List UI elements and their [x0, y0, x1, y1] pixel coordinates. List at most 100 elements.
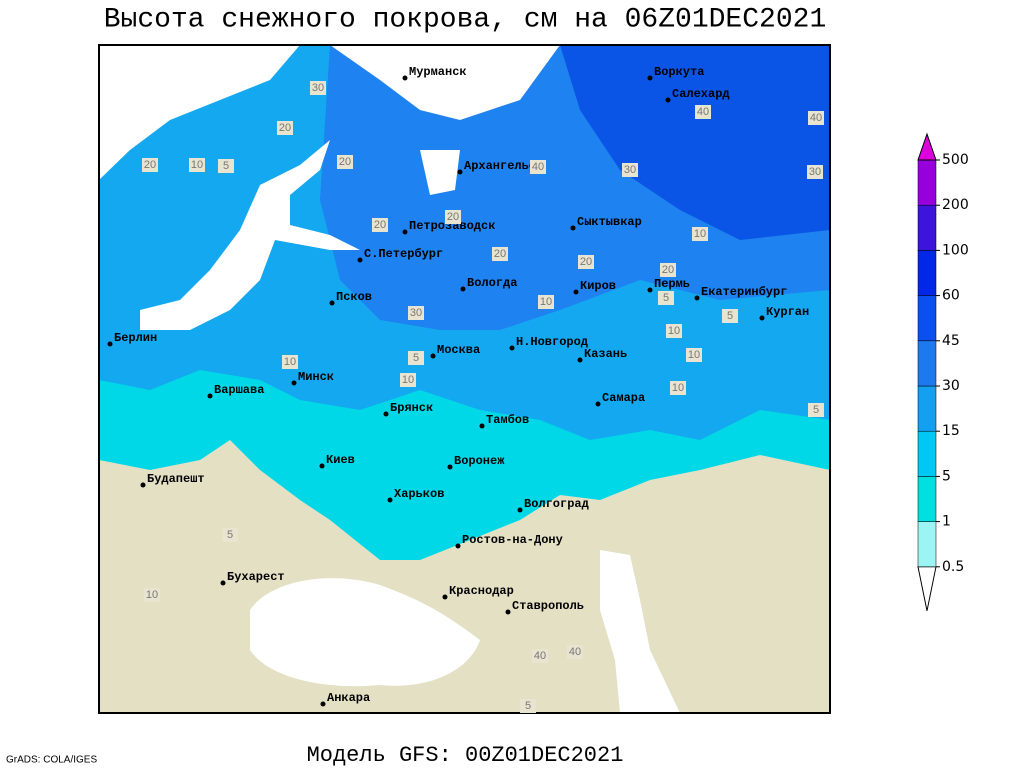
city-dot: [647, 75, 653, 81]
contour-label: 30: [809, 166, 821, 178]
colorbar-bin: [917, 385, 937, 432]
contour-label-box: [808, 403, 824, 417]
contour-label: 20: [580, 256, 592, 268]
colorbar-label: 1: [942, 514, 951, 530]
contour-label: 30: [624, 164, 636, 176]
contour-label-box: [310, 81, 326, 95]
white-sea: [420, 150, 460, 195]
city-layer: Мурманск Воркута Салехард Архангельск Сыктыв…: [107, 65, 809, 707]
city-dot: [573, 289, 579, 295]
model-caption: Модель GFS: 00Z01DEC2021: [307, 743, 624, 768]
city-label: Вологда: [467, 276, 517, 290]
contour-label: 10: [191, 159, 203, 171]
city-dot: [402, 229, 408, 235]
contour-label-box: [372, 218, 388, 232]
city-dot: [140, 482, 146, 488]
contour-label-box: [622, 163, 638, 177]
contour-label-box: [189, 158, 205, 172]
city-label: Берлин: [114, 331, 157, 345]
colorbar-label: 100: [942, 242, 969, 258]
city-label: Н.Новгород: [516, 335, 588, 349]
city-label: Ростов-на-Дону: [462, 533, 563, 547]
contour-label-box: [807, 165, 823, 179]
city-label: Самара: [602, 391, 645, 405]
arctic-sea: [99, 45, 300, 180]
city-dot: [220, 580, 226, 586]
contour-label: 10: [688, 349, 700, 361]
city-dot: [595, 401, 601, 407]
contour-label-box: [144, 588, 160, 602]
contour-label: 20: [339, 156, 351, 168]
city-dot: [694, 295, 700, 301]
city-label: Краснодар: [449, 584, 514, 598]
colorbar-bin: [917, 340, 937, 387]
colorbar-bin: [917, 250, 937, 296]
contour-label-box: [538, 295, 554, 309]
city-dot: [291, 380, 297, 386]
contour-label: 40: [532, 161, 544, 173]
contour-label: 40: [810, 112, 822, 124]
colorbar-bin: [917, 159, 937, 206]
contour-label: 10: [284, 356, 296, 368]
city-dot: [509, 345, 515, 351]
contour-label-box: [408, 351, 424, 365]
contour-label: 5: [663, 292, 669, 304]
city-label: Пермь: [654, 277, 690, 291]
city-label: Волгоград: [524, 497, 589, 511]
city-label: Киров: [580, 279, 616, 293]
city-label: Архангельск: [464, 159, 543, 173]
contour-label: 5: [727, 310, 733, 322]
contour-label-box: [695, 105, 711, 119]
city-label: Петрозаводск: [409, 219, 495, 233]
contour-label-box: [445, 210, 461, 224]
colorbar-bin: [917, 430, 937, 477]
city-dot: [570, 225, 576, 231]
contour-label: 20: [447, 211, 459, 223]
title: Высота снежного покрова, см на 06Z01DEC2…: [104, 4, 827, 35]
contour-label-box: [532, 649, 548, 663]
contour-label-box: [520, 699, 536, 713]
contour-label-box: [722, 309, 738, 323]
city-label: Воронеж: [454, 454, 505, 468]
contour-label: 5: [223, 160, 229, 172]
contour-label: 40: [534, 650, 546, 662]
contour-label-box: [567, 645, 583, 659]
colorbar-label: 5: [942, 468, 951, 484]
contour-label-box: [808, 111, 824, 125]
city-dot: [479, 423, 485, 429]
colorbar-bin: [917, 295, 937, 342]
city-dot: [107, 341, 113, 347]
city-dot: [357, 257, 363, 263]
colorbar-bin: [917, 521, 937, 568]
contour-label: 5: [227, 529, 233, 541]
contour-label-box: [578, 255, 594, 269]
colorbar-label: 0.5: [942, 559, 964, 575]
map: [98, 44, 831, 714]
city-dot: [759, 315, 765, 321]
city-label: Казань: [584, 347, 627, 361]
contour-label: 30: [312, 82, 324, 94]
contour-label-layer: 30 20 20 10 5 20 20 40 30 40 40 30 20 20 30 10 20 10 5 10 5 1…: [142, 81, 824, 713]
city-dot: [505, 609, 511, 615]
contour-label-box: [670, 381, 686, 395]
colorbar-label: 30: [942, 378, 960, 394]
city-label: Воркута: [654, 65, 704, 79]
contour-label: 10: [402, 374, 414, 386]
city-label: Анкара: [327, 691, 370, 705]
city-dot: [457, 169, 463, 175]
city-label: Харьков: [394, 487, 444, 501]
contour-label-box: [492, 247, 508, 261]
baltic-sea: [140, 140, 360, 330]
colorbar-label: 45: [942, 333, 960, 349]
city-dot: [402, 75, 408, 81]
colorbar-label: 200: [942, 197, 969, 213]
city-label: Екатеринбург: [701, 284, 787, 299]
contour-label-box: [660, 263, 676, 277]
contour-label: 20: [494, 248, 506, 260]
contour-label: 5: [813, 404, 819, 416]
contour-label-box: [142, 158, 158, 172]
contour-label-box: [692, 227, 708, 241]
snow-deepest: [560, 45, 830, 240]
city-label: Салехард: [672, 87, 730, 101]
